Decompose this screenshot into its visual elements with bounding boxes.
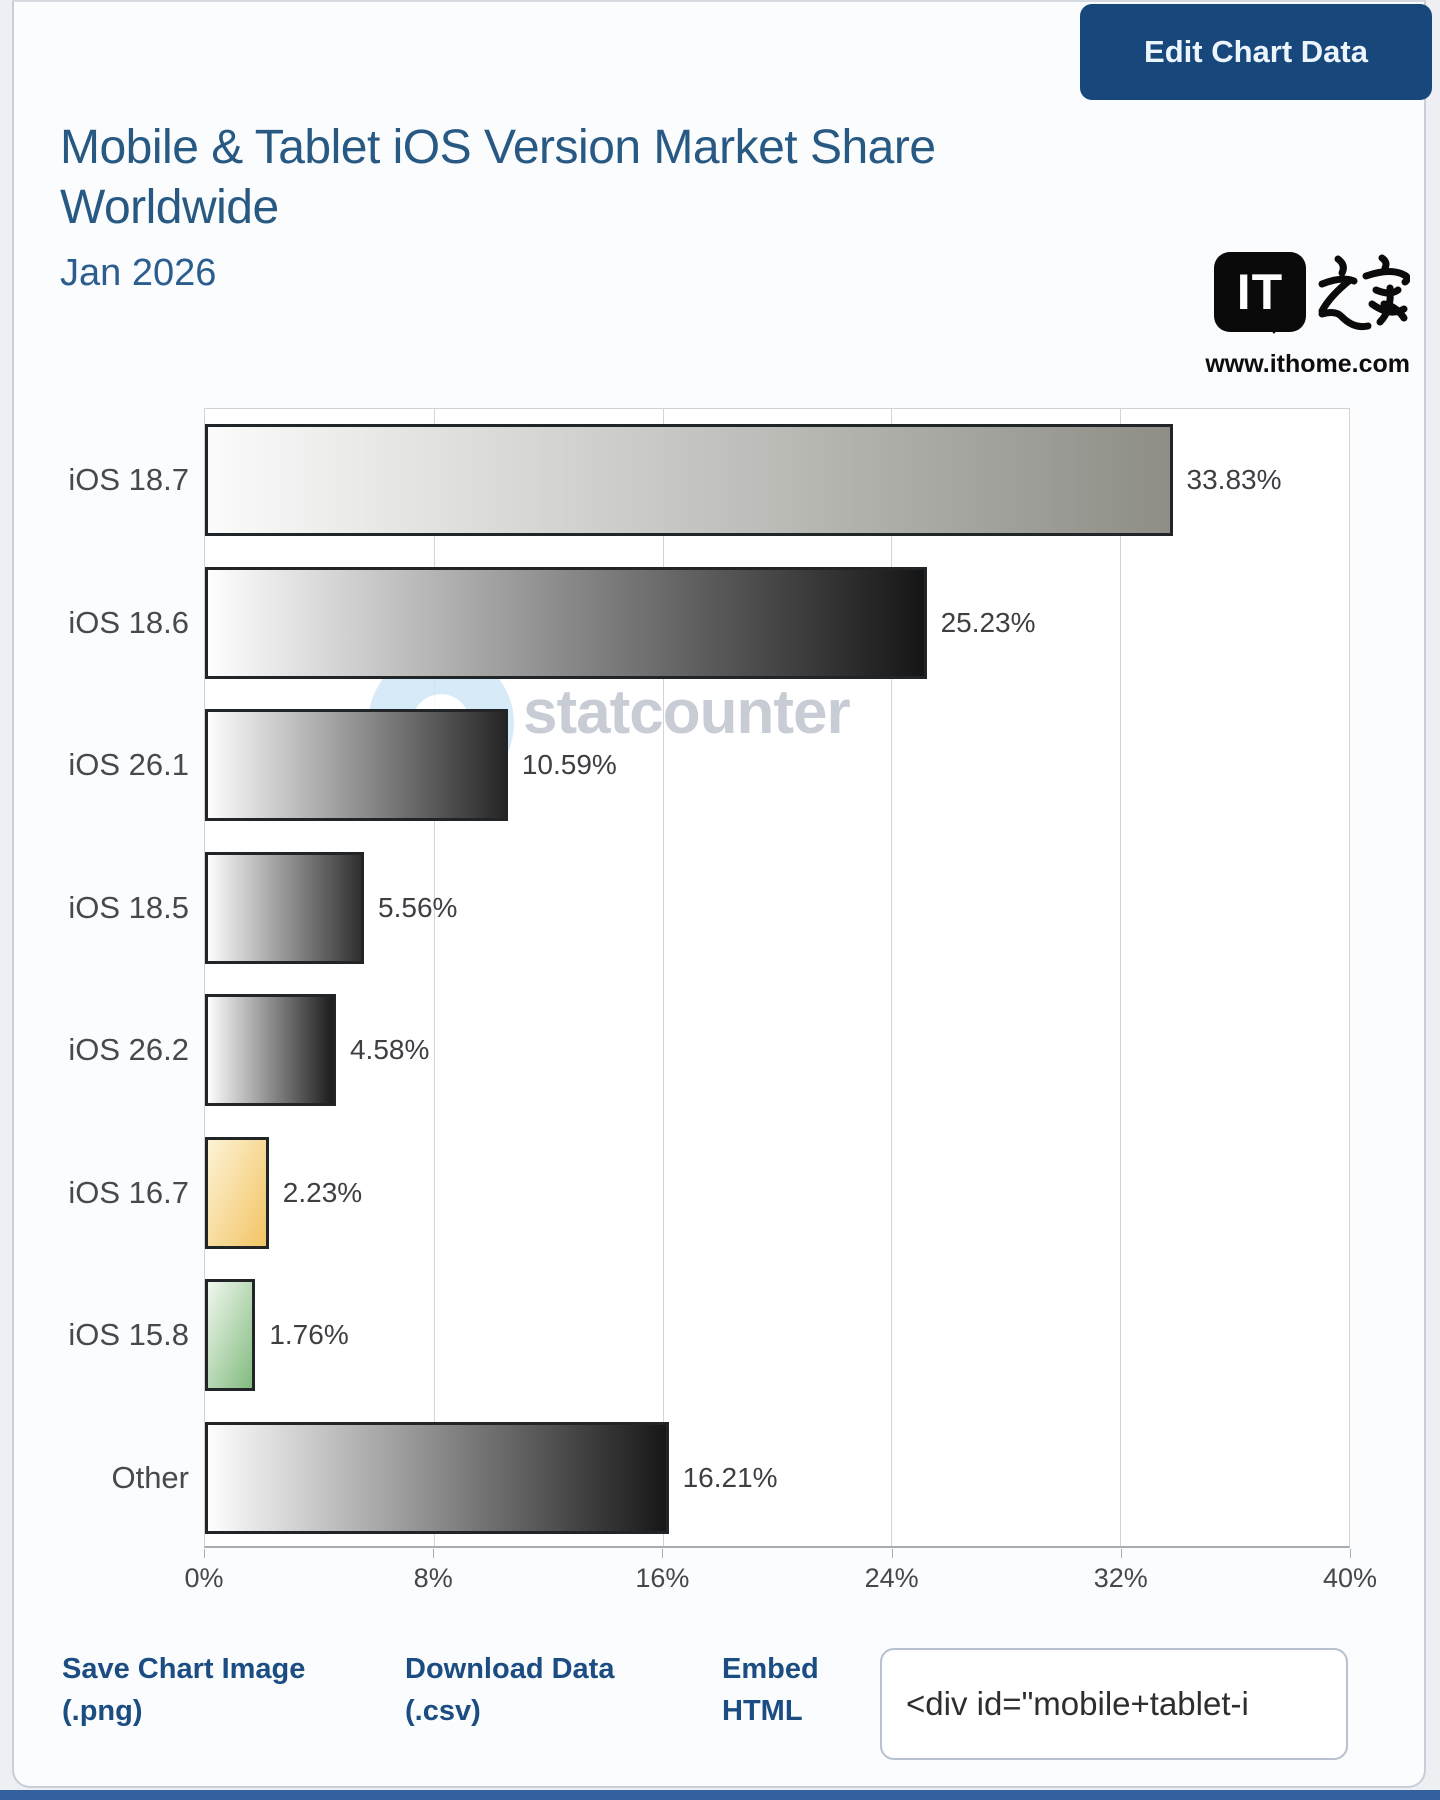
bar-other[interactable] bbox=[205, 1421, 669, 1534]
value-label: 25.23% bbox=[940, 606, 1036, 638]
ithome-url: www.ithome.com bbox=[1205, 350, 1410, 378]
ithome-it-bubble-icon: IT bbox=[1214, 252, 1306, 334]
bar-row: iOS 26.2 4.58% bbox=[68, 979, 1349, 1122]
value-label: 4.58% bbox=[349, 1034, 430, 1066]
x-tick-label: 16% bbox=[635, 1563, 690, 1593]
bar-row: iOS 18.5 5.56% bbox=[68, 837, 1349, 980]
value-label: 33.83% bbox=[1186, 464, 1282, 496]
bar-ios-15-8[interactable] bbox=[205, 1279, 256, 1392]
category-label: iOS 18.7 bbox=[68, 462, 189, 498]
bar-row: iOS 16.7 2.23% bbox=[68, 1122, 1349, 1265]
value-label: 16.21% bbox=[682, 1461, 778, 1493]
bar-ios-16-7[interactable] bbox=[205, 1136, 269, 1249]
gridline bbox=[662, 409, 664, 1546]
x-tick-mark bbox=[433, 1549, 435, 1558]
x-tick-mark bbox=[662, 1549, 664, 1558]
ithome-logo-row: IT bbox=[1200, 252, 1410, 340]
category-label: iOS 16.7 bbox=[68, 1174, 189, 1210]
bar-chart-plot-area: statcounter iOS 18.7 33.83% iOS 18.6 25.… bbox=[68, 408, 1350, 1548]
x-tick-label: 8% bbox=[413, 1563, 453, 1593]
bar-row: Other 16.21% bbox=[111, 1407, 1349, 1550]
bottom-accent-bar bbox=[0, 1790, 1440, 1800]
value-label: 5.56% bbox=[378, 891, 458, 923]
category-label: Other bbox=[111, 1459, 189, 1495]
value-label: 2.23% bbox=[282, 1176, 363, 1208]
category-label: iOS 15.8 bbox=[68, 1317, 189, 1353]
gridline bbox=[433, 409, 435, 1546]
x-tick-label: 24% bbox=[864, 1563, 919, 1593]
ithome-zhijia-calligraphy-icon bbox=[1318, 254, 1410, 331]
embed-html-input[interactable] bbox=[880, 1648, 1348, 1760]
bar-ios-26-1[interactable] bbox=[205, 709, 508, 822]
ithome-logo: IT www.ithome.com bbox=[1200, 252, 1410, 379]
title-block: Mobile & Tablet iOS Version Market Share… bbox=[60, 118, 1110, 295]
statcounter-watermark-text: statcounter bbox=[523, 678, 851, 747]
bar-row: iOS 18.7 33.83% bbox=[68, 409, 1349, 552]
save-chart-image-link[interactable]: Save Chart Image (.png) bbox=[62, 1653, 306, 1727]
bar-row: iOS 15.8 1.76% bbox=[68, 1264, 1349, 1407]
x-tick-mark bbox=[891, 1549, 893, 1558]
bar-row: iOS 18.6 25.23% bbox=[68, 552, 1349, 695]
bar-row: iOS 26.1 10.59% bbox=[68, 694, 1349, 837]
ithome-it-text: IT bbox=[1236, 264, 1284, 320]
download-data-link[interactable]: Download Data (.csv) bbox=[405, 1653, 615, 1727]
edit-chart-data-button[interactable]: Edit Chart Data bbox=[1080, 4, 1432, 100]
bar-ios-26-2[interactable] bbox=[205, 994, 336, 1107]
category-label: iOS 18.5 bbox=[68, 889, 189, 925]
x-tick-mark bbox=[1120, 1549, 1122, 1558]
category-label: iOS 26.2 bbox=[68, 1032, 189, 1068]
gridline bbox=[891, 409, 893, 1546]
category-label: iOS 26.1 bbox=[68, 747, 189, 783]
x-tick-mark bbox=[1350, 1549, 1351, 1558]
speech-bubble-tail-icon bbox=[1260, 316, 1288, 348]
value-label: 10.59% bbox=[521, 749, 617, 781]
bar-ios-18-6[interactable] bbox=[205, 566, 927, 679]
x-tick-label: 32% bbox=[1093, 1563, 1148, 1593]
chart-title: Mobile & Tablet iOS Version Market Share… bbox=[60, 121, 936, 234]
x-tick-label: 0% bbox=[184, 1563, 224, 1593]
bar-ios-18-7[interactable] bbox=[205, 424, 1173, 537]
bar-ios-18-5[interactable] bbox=[205, 851, 365, 964]
chart-subtitle: Jan 2026 bbox=[60, 252, 217, 294]
x-tick-label: 40% bbox=[1322, 1563, 1378, 1593]
bar-rows: iOS 18.7 33.83% iOS 18.6 25.23% iOS 26.1… bbox=[68, 409, 1349, 1546]
x-tick-mark bbox=[204, 1549, 205, 1558]
embed-html-link[interactable]: Embed HTML bbox=[722, 1653, 819, 1727]
x-axis: 0% 8% 16% 24% 32% 40% bbox=[184, 1549, 1377, 1609]
gridline bbox=[1120, 409, 1122, 1546]
value-label: 1.76% bbox=[269, 1319, 349, 1351]
category-label: iOS 18.6 bbox=[68, 604, 189, 640]
